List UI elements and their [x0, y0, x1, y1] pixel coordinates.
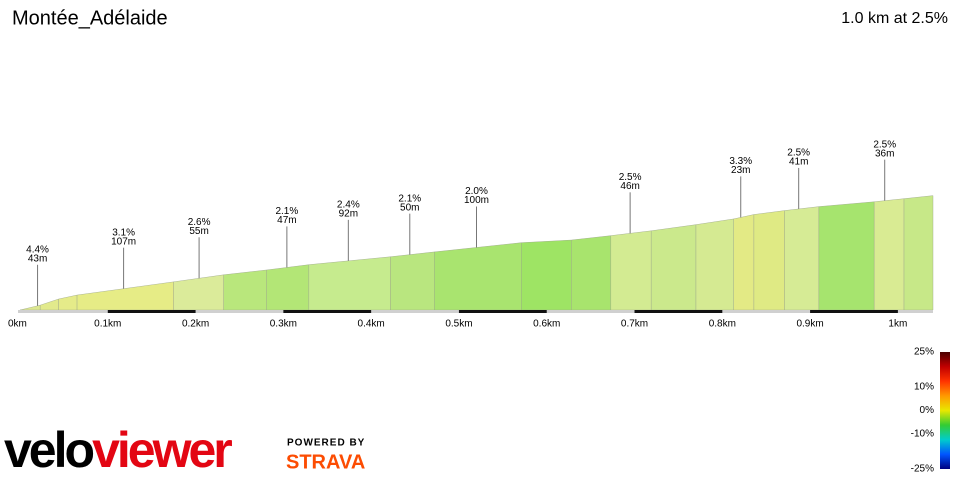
annotation-grade: 2.5% [787, 148, 810, 159]
annotation-length: 41m [789, 157, 808, 168]
x-tick-label: 0.3km [270, 319, 297, 330]
x-tick-label: 0km [8, 319, 27, 330]
summary: 1.0 km at 2.5% [841, 10, 948, 27]
annotation-grade: 2.5% [873, 139, 896, 150]
color-scale-label: 0% [920, 405, 935, 416]
profile-segment [650, 224, 697, 311]
annotation-grade: 2.5% [619, 172, 642, 183]
profile-segment [76, 281, 174, 311]
x-tick-label: 0.6km [533, 319, 560, 330]
chart-title: Montée_Adélaide [12, 7, 168, 29]
profile-segment [818, 201, 875, 311]
scale-band [107, 310, 196, 313]
profile-segment [434, 242, 522, 311]
x-tick-label: 0.7km [621, 319, 648, 330]
profile-segment [223, 269, 267, 311]
annotation-length: 55m [189, 226, 208, 237]
annotation-length: 100m [464, 195, 489, 206]
annotation-length: 36m [875, 148, 894, 159]
profile-segment [19, 304, 41, 311]
profile-segment [903, 195, 934, 311]
profile-segment [58, 294, 78, 311]
annotation-grade: 4.4% [26, 244, 49, 255]
logo-viewer: viewer [92, 422, 232, 478]
color-scale-label: 25% [914, 347, 934, 358]
profile-segment [173, 274, 224, 311]
profile-segment [695, 218, 734, 311]
annotation-length: 92m [339, 208, 358, 219]
profile-segment [753, 210, 785, 311]
x-tick-label: 0.1km [94, 319, 121, 330]
profile-segment [266, 264, 310, 311]
x-tick-label: 0.4km [358, 319, 385, 330]
annotation-grade: 3.3% [729, 156, 752, 167]
profile-segment [784, 206, 820, 311]
profile-segment [390, 251, 435, 311]
annotation-length: 46m [620, 181, 639, 192]
logo-velo: velo [4, 422, 94, 478]
x-tick-label: 0.2km [182, 319, 209, 330]
logo: veloviewer [4, 422, 232, 478]
annotation-grade: 2.0% [465, 186, 488, 197]
annotation-grade: 2.1% [398, 193, 421, 204]
profile-segment [308, 256, 391, 311]
x-tick-label: 0.8km [709, 319, 736, 330]
x-tick-label: 0.5km [445, 319, 472, 330]
annotation-length: 23m [731, 165, 750, 176]
profile-segment [873, 198, 905, 311]
strava-logo: STRAVA [286, 451, 365, 473]
profile-segment [39, 298, 59, 311]
powered-by: POWERED BY [287, 438, 365, 449]
annotation-grade: 2.1% [275, 206, 298, 217]
color-scale-label: -25% [911, 464, 934, 475]
profile-segment [610, 230, 652, 311]
annotation-grade: 2.4% [337, 199, 360, 210]
annotation-grade: 3.1% [112, 227, 135, 238]
profile-segment [733, 214, 755, 311]
annotation-length: 50m [400, 202, 419, 213]
annotation-grade: 2.6% [188, 217, 211, 228]
x-tick-label: 0.9km [796, 319, 823, 330]
profile-segment [521, 239, 572, 311]
profile-segment [571, 235, 612, 311]
scale-band [634, 310, 723, 313]
scale-band [283, 310, 372, 313]
color-scale-label: 10% [914, 382, 934, 393]
color-scale-bar [940, 352, 950, 469]
scale-band [458, 310, 547, 313]
x-tick-label: 1km [888, 319, 907, 330]
annotation-length: 107m [111, 236, 136, 247]
color-scale-label: -10% [911, 429, 934, 440]
annotation-length: 43m [28, 253, 47, 264]
scale-band [810, 310, 898, 313]
annotation-length: 47m [277, 215, 296, 226]
